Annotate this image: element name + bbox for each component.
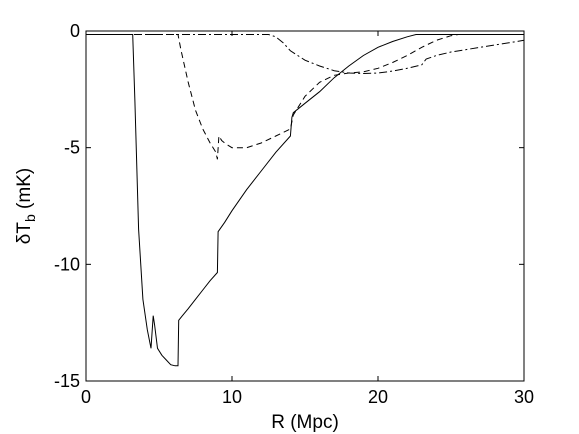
series-line-dashed	[86, 34, 524, 160]
x-axis-label: R (Mpc)	[271, 412, 339, 433]
y-tick-label: -15	[54, 371, 80, 391]
y-tick-label: 0	[70, 21, 80, 41]
x-tick-label: 30	[514, 387, 534, 407]
curves-group	[86, 34, 525, 367]
x-tick-label: 10	[222, 387, 242, 407]
y-axis-label-main: δT	[14, 222, 35, 245]
ticks-group: 0 10 20 30 0 -5 -10 -15	[54, 21, 534, 407]
y-axis-label-unit: (mK)	[14, 168, 35, 214]
plot-area-frame	[85, 30, 525, 382]
y-axis-label-subscript: b	[22, 214, 38, 222]
series-line-dashdot	[86, 34, 525, 75]
series-line-solid	[86, 34, 524, 367]
y-axis-label: δTb (mK)	[14, 168, 38, 244]
x-tick-label: 20	[368, 387, 388, 407]
y-tick-label: -10	[54, 254, 80, 274]
y-tick-label: -5	[64, 138, 80, 158]
x-tick-label: 0	[81, 387, 91, 407]
